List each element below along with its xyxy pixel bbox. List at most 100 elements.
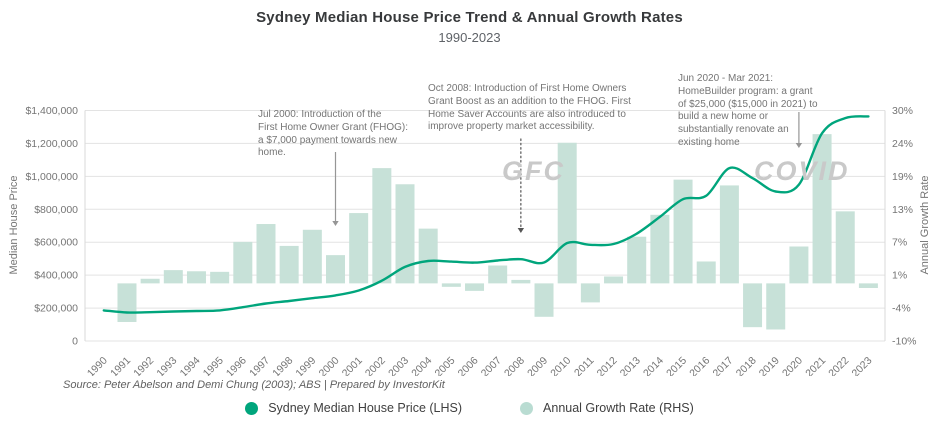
- growth-bar-2018: [743, 283, 763, 328]
- growth-bar-1998: [279, 245, 299, 284]
- y-left-tick-label: $1,400,000: [25, 105, 78, 117]
- growth-bar-1992: [140, 278, 160, 284]
- y-right-tick-label: -10%: [892, 336, 917, 348]
- x-tick-label-2001: 2001: [340, 355, 365, 376]
- growth-bar-2000: [326, 255, 345, 284]
- y-left-tick-label: 0: [72, 336, 78, 348]
- x-tick-label-1996: 1996: [224, 355, 249, 376]
- x-tick-label-2016: 2016: [687, 355, 712, 376]
- annotation-arrowhead-2008: [517, 228, 525, 233]
- growth-bar-1997: [256, 224, 276, 284]
- growth-bar-2015: [673, 179, 693, 284]
- growth-bar-2001: [349, 213, 369, 284]
- chart-title: Sydney Median House Price Trend & Annual…: [256, 9, 683, 26]
- legend-item-growth-rate[interactable]: Annual Growth Rate (RHS): [520, 401, 694, 415]
- x-tick-label-1990: 1990: [85, 355, 110, 376]
- x-tick-label-2017: 2017: [711, 355, 736, 376]
- x-tick-label-1999: 1999: [293, 355, 318, 376]
- y-left-tick-label: $200,000: [34, 303, 78, 315]
- growth-bar-1991: [117, 283, 137, 322]
- right-axis-title: Annual Growth Rate: [919, 175, 931, 274]
- y-left-tick-label: $1,200,000: [25, 138, 78, 150]
- growth-bar-2019: [766, 283, 786, 330]
- x-tick-label-2004: 2004: [409, 355, 434, 376]
- legend-swatch-growth-rate: [520, 401, 534, 415]
- x-tick-label-2018: 2018: [734, 355, 759, 376]
- y-right-tick-label: 13%: [892, 204, 913, 216]
- growth-bar-2020: [789, 246, 809, 284]
- legend-label-median-price: Sydney Median House Price (LHS): [268, 401, 463, 415]
- legend-label-growth-rate: Annual Growth Rate (RHS): [543, 401, 694, 415]
- growth-bar-2016: [696, 261, 716, 284]
- legend-swatch-median-price: [245, 401, 259, 415]
- chart-subtitle: 1990-2023: [438, 30, 501, 45]
- growth-bar-2017: [719, 185, 739, 284]
- x-tick-label-1991: 1991: [108, 355, 133, 376]
- growth-bar-2006: [465, 283, 485, 291]
- y-right-tick-label: 1%: [892, 270, 907, 282]
- left-axis-title: Median House Price: [8, 175, 20, 274]
- x-tick-label-1993: 1993: [154, 355, 179, 376]
- x-tick-label-1994: 1994: [178, 355, 203, 376]
- x-tick-label-2003: 2003: [386, 355, 411, 376]
- median-price-line: [102, 115, 870, 314]
- watermark-gfc: GFC: [502, 156, 565, 186]
- x-tick-label-2007: 2007: [479, 355, 504, 376]
- x-tick-label-2023: 2023: [850, 355, 875, 376]
- price-growth-chart: $1,400,000 $1,200,000 $1,000,000 $800,000 $6…: [8, 105, 931, 376]
- growth-bar-2005: [441, 283, 461, 287]
- growth-bar-1999: [302, 229, 322, 284]
- y-right-tick-label: 24%: [892, 138, 913, 150]
- growth-bar-2013: [627, 236, 647, 284]
- growth-bar-2010: [557, 142, 577, 284]
- x-tick-label-2002: 2002: [363, 355, 388, 376]
- growth-bar-2004: [418, 228, 438, 284]
- x-tick-label-2006: 2006: [456, 355, 481, 376]
- chart-legend: Sydney Median House Price (LHS) Annual G…: [0, 401, 939, 415]
- growth-bar-2003: [395, 184, 415, 284]
- growth-bar-2023: [858, 283, 878, 288]
- annotation-homebuilder-2020: Jun 2020 - Mar 2021: HomeBuilder program…: [678, 73, 818, 148]
- annotation-arrowhead-2000: [332, 221, 339, 226]
- growth-bar-2008: [511, 279, 531, 284]
- growth-bar-2014: [650, 214, 670, 284]
- x-tick-label-1997: 1997: [247, 355, 272, 376]
- y-left-tick-label: $400,000: [34, 270, 78, 282]
- x-tick-label-1995: 1995: [201, 355, 226, 376]
- y-left-tick-label: $600,000: [34, 237, 78, 249]
- x-tick-label-2012: 2012: [595, 355, 620, 376]
- x-tick-label-2022: 2022: [826, 355, 851, 376]
- growth-bar-1995: [210, 271, 230, 284]
- legend-item-median-price[interactable]: Sydney Median House Price (LHS): [245, 401, 462, 415]
- x-tick-label-2019: 2019: [757, 355, 782, 376]
- x-tick-label-1992: 1992: [131, 355, 156, 376]
- growth-bar-2002: [372, 168, 392, 284]
- y-right-tick-label: -4%: [892, 303, 911, 315]
- y-right-tick-label: 30%: [892, 105, 913, 117]
- x-tick-label-2008: 2008: [502, 355, 527, 376]
- x-tick-label-2021: 2021: [803, 355, 828, 376]
- growth-bar-2022: [835, 211, 855, 284]
- y-right-tick-label: 7%: [892, 237, 907, 249]
- growth-bar-2021: [812, 134, 832, 284]
- growth-bar-2009: [534, 283, 554, 317]
- annotation-fhog-boost-2008: Oct 2008: Introduction of First Home Own…: [428, 83, 631, 133]
- y-left-tick-label: $1,000,000: [25, 171, 78, 183]
- x-tick-label-2005: 2005: [433, 355, 458, 376]
- x-tick-label-2000: 2000: [317, 355, 342, 376]
- annotation-fhog-2000: Jul 2000: Introduction of the First Home…: [258, 109, 409, 159]
- y-right-tick-label: 19%: [892, 171, 913, 183]
- x-tick-label-2011: 2011: [572, 355, 597, 376]
- source-note: Source: Peter Abelson and Demi Chung (20…: [63, 379, 445, 391]
- y-left-tick-label: $800,000: [34, 204, 78, 216]
- growth-bar-2012: [604, 276, 624, 284]
- x-tick-label-2014: 2014: [641, 355, 666, 376]
- growth-bar-2011: [580, 283, 600, 303]
- x-tick-label-2009: 2009: [525, 355, 550, 376]
- x-tick-label-2015: 2015: [664, 355, 689, 376]
- x-tick-label-2010: 2010: [548, 355, 573, 376]
- x-tick-label-2020: 2020: [780, 355, 805, 376]
- growth-bar-1993: [163, 270, 183, 284]
- growth-bar-2007: [488, 265, 508, 284]
